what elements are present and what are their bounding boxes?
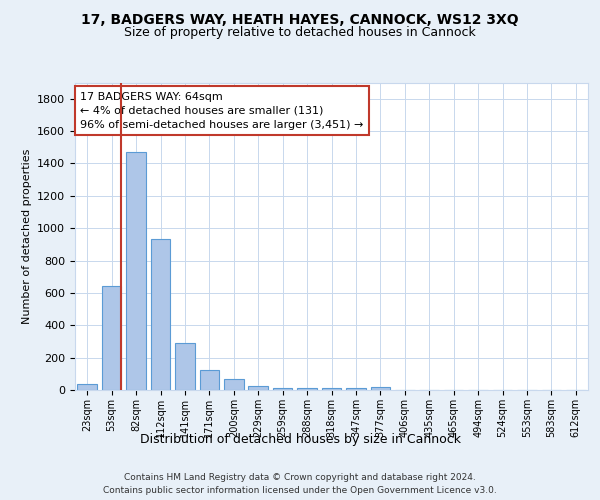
Bar <box>102 286 121 390</box>
Bar <box>248 386 268 390</box>
Bar <box>151 238 170 390</box>
Y-axis label: Number of detached properties: Number of detached properties <box>22 148 32 324</box>
Text: Size of property relative to detached houses in Cannock: Size of property relative to detached ho… <box>124 26 476 39</box>
Bar <box>273 388 292 390</box>
Text: Distribution of detached houses by size in Cannock: Distribution of detached houses by size … <box>139 432 461 446</box>
Bar <box>322 388 341 390</box>
Bar <box>346 388 366 390</box>
Bar <box>200 370 219 390</box>
Bar <box>297 388 317 390</box>
Bar <box>77 384 97 390</box>
Text: 17 BADGERS WAY: 64sqm
← 4% of detached houses are smaller (131)
96% of semi-deta: 17 BADGERS WAY: 64sqm ← 4% of detached h… <box>80 92 364 130</box>
Text: 17, BADGERS WAY, HEATH HAYES, CANNOCK, WS12 3XQ: 17, BADGERS WAY, HEATH HAYES, CANNOCK, W… <box>81 12 519 26</box>
Text: Contains HM Land Registry data © Crown copyright and database right 2024.: Contains HM Land Registry data © Crown c… <box>124 472 476 482</box>
Text: Contains public sector information licensed under the Open Government Licence v3: Contains public sector information licen… <box>103 486 497 495</box>
Bar <box>224 380 244 390</box>
Bar <box>175 343 194 390</box>
Bar <box>371 387 390 390</box>
Bar <box>127 152 146 390</box>
